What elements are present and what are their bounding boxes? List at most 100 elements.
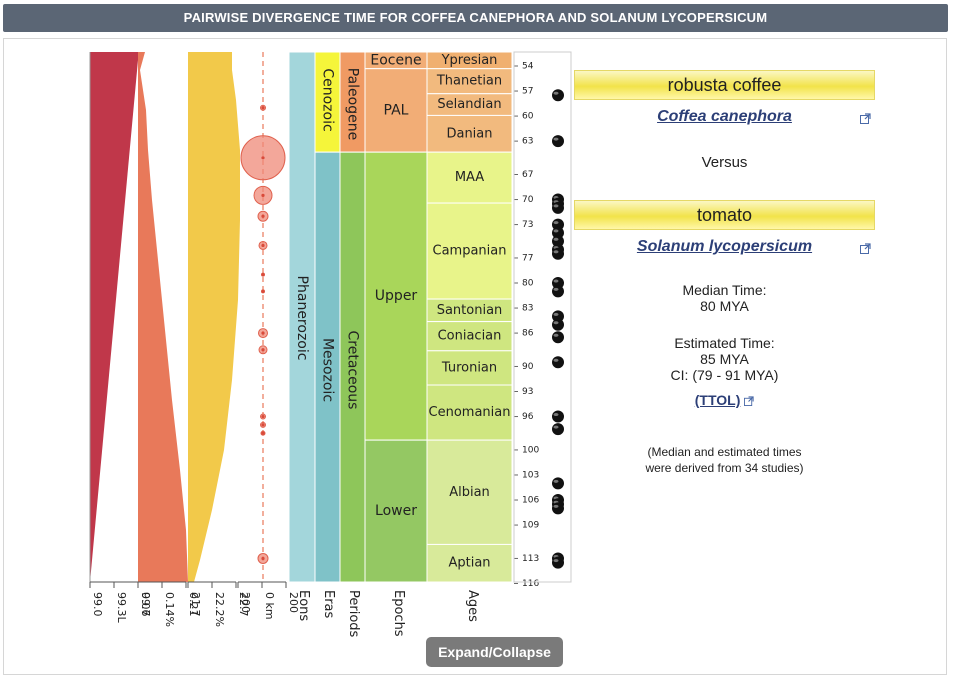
age-label: Thanetian bbox=[436, 74, 502, 89]
impact-marker-center bbox=[261, 414, 265, 419]
era-block bbox=[314, 51, 341, 153]
age-label: Coniacian bbox=[438, 329, 502, 344]
column-label: Eras bbox=[321, 590, 336, 619]
time-tick-label: 103 bbox=[522, 470, 539, 480]
median-time-label: Median Time: bbox=[682, 282, 767, 298]
ttol-link[interactable]: (TTOL) bbox=[694, 392, 741, 408]
age-label: MAA bbox=[455, 170, 484, 185]
age-block bbox=[426, 321, 513, 352]
study-point bbox=[552, 285, 564, 298]
versus-label: Versus bbox=[701, 154, 748, 171]
external-link-icon[interactable] bbox=[860, 113, 871, 124]
study-point-highlight bbox=[553, 425, 559, 429]
period-label: Paleogene bbox=[345, 68, 361, 140]
external-link-icon[interactable] bbox=[860, 243, 871, 254]
epoch-label: Lower bbox=[375, 503, 417, 519]
epoch-block bbox=[364, 151, 428, 441]
study-point bbox=[552, 201, 564, 214]
env-axis-label: 200 bbox=[287, 592, 300, 613]
study-point bbox=[552, 502, 564, 515]
time-tick-label: 54 bbox=[522, 62, 534, 72]
study-point-highlight bbox=[553, 91, 559, 95]
study-point-highlight bbox=[553, 312, 559, 316]
study-point-highlight bbox=[553, 279, 559, 283]
time-tick-label: 63 bbox=[522, 137, 533, 147]
page-title: PAIRWISE DIVERGENCE TIME FOR COFFEA CANE… bbox=[3, 4, 948, 32]
study-point-highlight bbox=[553, 221, 559, 225]
curve-band-orange bbox=[138, 52, 188, 582]
time-tick-label: 100 bbox=[522, 445, 539, 455]
eon-label: Phanerozoic bbox=[294, 276, 310, 361]
time-tick-label: 67 bbox=[522, 170, 533, 180]
study-point-highlight bbox=[553, 137, 559, 141]
column-label: Eons bbox=[296, 590, 311, 621]
study-point-highlight bbox=[553, 229, 559, 233]
time-tick-label: 83 bbox=[522, 304, 533, 314]
time-tick-label: 73 bbox=[522, 220, 533, 230]
study-point bbox=[552, 410, 564, 423]
study-point-highlight bbox=[553, 479, 559, 483]
study-point bbox=[552, 556, 564, 569]
estimated-time-label: Estimated Time: bbox=[674, 335, 775, 351]
env-axis-label: 99.0 bbox=[91, 592, 104, 617]
impact-marker-center bbox=[261, 331, 265, 335]
age-block bbox=[426, 202, 513, 300]
taxon-b-scientific-link[interactable]: Solanum lycopersicum bbox=[636, 238, 813, 255]
age-label: Danian bbox=[446, 126, 492, 141]
study-point bbox=[552, 477, 564, 490]
taxon-a-common-name: robusta coffee bbox=[574, 70, 875, 100]
age-label: Albian bbox=[449, 485, 490, 500]
age-block bbox=[426, 68, 513, 95]
time-tick-label: 60 bbox=[522, 112, 534, 122]
era-label: Cenozoic bbox=[320, 68, 336, 131]
study-point bbox=[552, 318, 564, 331]
taxon-a-scientific-link[interactable]: Coffea canephora bbox=[657, 108, 792, 125]
time-tick-label: 116 bbox=[522, 579, 539, 589]
study-point bbox=[552, 247, 564, 260]
env-axis-label: 0 km bbox=[263, 592, 276, 620]
median-time-value: 80 MYA bbox=[700, 298, 749, 314]
env-axis-label: 0.14% bbox=[163, 592, 176, 627]
study-point bbox=[552, 89, 564, 102]
time-tick-label: 77 bbox=[522, 253, 533, 263]
age-label: Santonian bbox=[437, 303, 503, 318]
impact-marker-center bbox=[261, 273, 265, 277]
env-axis-label: 99.6 bbox=[139, 592, 152, 617]
impact-marker-center bbox=[261, 423, 265, 427]
env-axis-label: 0.07 bbox=[139, 592, 152, 617]
env-axis-label: 0.21 bbox=[187, 592, 200, 617]
study-point bbox=[552, 135, 564, 148]
impact-marker-center bbox=[261, 556, 265, 561]
expand-collapse-button[interactable]: Expand/Collapse bbox=[426, 637, 563, 667]
column-label: Epochs bbox=[391, 590, 406, 637]
taxon-b-common-name: tomato bbox=[574, 200, 875, 230]
time-tick-label: 109 bbox=[522, 521, 539, 531]
study-point bbox=[552, 356, 564, 369]
impact-marker-center bbox=[261, 289, 265, 293]
age-label: Cenomanian bbox=[429, 405, 511, 420]
age-label: Aptian bbox=[448, 556, 490, 571]
study-column bbox=[513, 51, 572, 583]
study-point-highlight bbox=[553, 250, 559, 254]
env-axis-label: 21.7 bbox=[189, 592, 202, 617]
epoch-label: PAL bbox=[384, 102, 409, 118]
curve-band-red bbox=[90, 52, 138, 582]
geologic-timescale: Phanerozoic Cenozoic Mesozoic Paleogene Cret… bbox=[288, 51, 572, 638]
time-tick-label: 106 bbox=[522, 496, 539, 506]
env-axis-label: 22.2% bbox=[213, 592, 226, 627]
content-panel bbox=[3, 38, 947, 675]
study-point-highlight bbox=[553, 413, 559, 417]
study-point-highlight bbox=[553, 321, 559, 325]
impact-marker-center bbox=[261, 431, 265, 435]
impact-marker-center bbox=[261, 193, 265, 197]
period-label: Cretaceous bbox=[345, 331, 361, 410]
era-block bbox=[314, 151, 341, 583]
study-point-highlight bbox=[553, 237, 559, 241]
external-link-icon[interactable] bbox=[744, 396, 754, 407]
time-tick-label: 90 bbox=[522, 362, 534, 372]
time-tick-label: 113 bbox=[522, 554, 539, 564]
epoch-label: Eocene bbox=[370, 52, 421, 68]
env-axis-label: 99.3L bbox=[115, 592, 128, 623]
